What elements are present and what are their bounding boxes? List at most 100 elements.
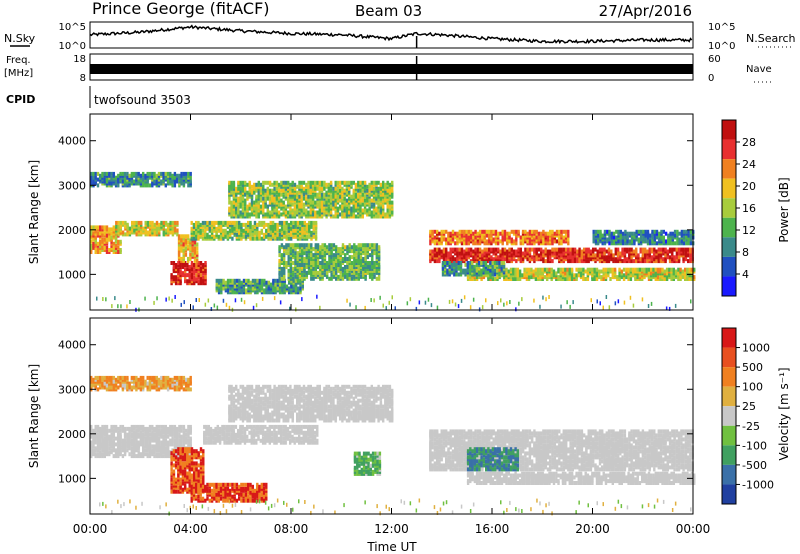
power-cell — [336, 180, 340, 185]
power-cell — [528, 257, 532, 262]
velocity-cell — [96, 424, 100, 429]
power-cell — [483, 241, 486, 246]
velocity-cell — [105, 442, 109, 447]
power-cell — [320, 186, 324, 191]
power-cell — [296, 190, 299, 195]
power-cell — [101, 239, 104, 244]
power-cell — [108, 233, 111, 238]
power-cell — [474, 247, 477, 252]
power-cell — [314, 200, 317, 205]
power-cell — [294, 274, 297, 279]
power-cell — [291, 188, 294, 193]
power-cell — [627, 267, 630, 272]
power-cell — [363, 198, 367, 203]
power-cell — [668, 267, 671, 272]
power-cell — [350, 245, 354, 250]
power-cell — [96, 233, 100, 238]
power-cell — [363, 194, 367, 199]
power-cell — [117, 245, 120, 250]
freq-left-tick-top: 18 — [73, 54, 86, 65]
power-cell — [316, 243, 320, 248]
power-cell — [197, 279, 200, 284]
power-cell — [305, 234, 309, 239]
power-cell — [142, 181, 145, 186]
power-cell — [518, 269, 522, 274]
power-cell — [619, 255, 622, 260]
power-cell — [310, 276, 313, 281]
power-cell — [449, 231, 452, 236]
power-cell — [530, 275, 533, 280]
power-cell — [633, 231, 636, 236]
power-cell — [179, 275, 182, 280]
power-cell — [202, 263, 205, 267]
power-cell — [669, 231, 672, 236]
power-cell — [299, 226, 302, 231]
power-cell — [366, 243, 369, 248]
power-cell — [280, 226, 284, 231]
power-cell — [262, 200, 265, 205]
power-cell — [578, 257, 581, 262]
power-cell — [659, 253, 663, 258]
power-cell — [262, 180, 265, 185]
power-cell — [611, 275, 614, 280]
power-cell — [119, 224, 122, 229]
power-cell — [250, 200, 254, 205]
power-cell — [341, 198, 344, 203]
power-cell — [596, 299, 598, 304]
power-cell — [429, 229, 432, 234]
power-cell — [377, 263, 381, 267]
power-cell — [489, 275, 492, 280]
power-cell — [184, 234, 188, 239]
power-cell — [665, 306, 668, 311]
power-cell — [433, 247, 437, 252]
power-cell — [254, 278, 257, 283]
power-cell — [146, 220, 150, 225]
power-cell — [191, 248, 194, 253]
power-cell — [265, 228, 268, 233]
power-cell — [628, 247, 631, 252]
power-cell — [463, 229, 466, 234]
power-cell — [559, 267, 562, 272]
power-cell — [228, 305, 231, 310]
power-cell — [594, 229, 598, 234]
power-cell — [180, 248, 183, 253]
power-cell — [90, 239, 93, 244]
power-cell — [160, 171, 163, 176]
power-cell — [287, 180, 290, 185]
power-cell — [314, 214, 317, 219]
power-cell — [335, 265, 338, 269]
power-cell — [539, 304, 541, 309]
power-cell — [110, 227, 113, 232]
power-cell — [246, 182, 249, 187]
power-cell — [341, 243, 345, 248]
power-cell — [92, 237, 95, 242]
power-cell — [375, 276, 379, 281]
power-cell — [339, 251, 342, 256]
power-cell — [657, 247, 660, 252]
power-cell — [444, 261, 447, 265]
power-cell — [629, 277, 633, 281]
velocity-cell — [108, 450, 111, 455]
power-cell — [151, 171, 154, 176]
power-cell — [232, 180, 236, 185]
power-cell — [546, 249, 550, 254]
power-cell — [460, 247, 464, 252]
power-cell — [314, 230, 318, 235]
velocity-cell — [110, 432, 113, 437]
power-cell — [601, 255, 604, 260]
power-cell — [251, 224, 254, 229]
power-cell — [366, 208, 369, 213]
power-cell — [590, 298, 592, 303]
power-cell — [249, 284, 252, 289]
power-cell — [386, 180, 389, 185]
power-cell — [129, 300, 131, 304]
power-cell — [307, 255, 311, 260]
power-cell — [94, 229, 97, 234]
power-cell — [350, 198, 353, 203]
power-cell — [131, 224, 134, 229]
power-cell — [291, 208, 294, 213]
power-cell — [343, 196, 346, 201]
power-cell — [253, 200, 256, 205]
power-cell — [346, 298, 348, 303]
power-cell — [484, 270, 488, 275]
